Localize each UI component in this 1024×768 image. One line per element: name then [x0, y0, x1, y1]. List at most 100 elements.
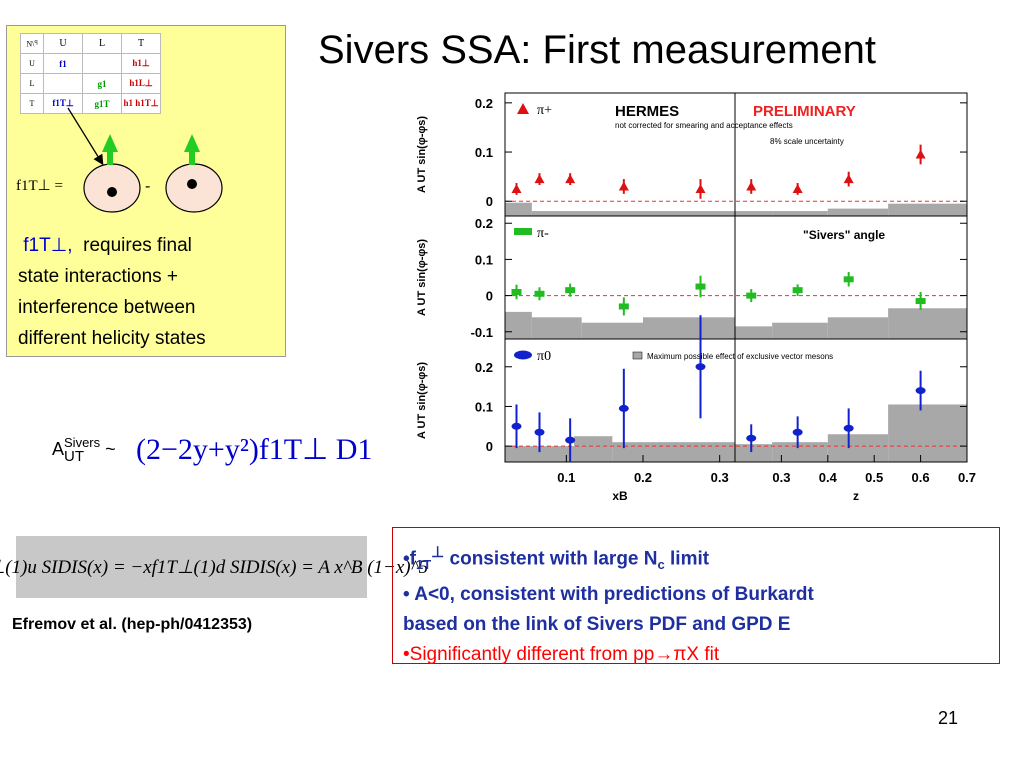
note-line-1: •f1T⊥ consistent with large Nc limit	[403, 538, 989, 580]
minus-sign: -	[145, 178, 151, 195]
legend-marker-icon	[514, 228, 532, 235]
data-point	[534, 428, 545, 436]
x-tick-label: 0.5	[865, 470, 883, 485]
systematic-band	[772, 211, 828, 216]
legend-series-name: π-	[537, 226, 549, 241]
a-symbol: A	[52, 438, 65, 459]
data-point	[915, 387, 926, 395]
page-number: 21	[938, 708, 959, 728]
quark-dot-icon	[187, 179, 197, 189]
distribution-table: N\q U L T U f1 h1⊥ L g1 h1L⊥ T f1T⊥ g1T …	[20, 33, 161, 114]
data-point	[746, 292, 757, 299]
data-point	[746, 434, 757, 442]
chart-vm-note: Maximum possible effect of exclusive vec…	[647, 352, 833, 361]
data-point	[843, 174, 854, 184]
chart-header-left: HERMES	[615, 103, 679, 120]
data-point	[843, 276, 854, 283]
tilde: ~	[105, 438, 116, 459]
efremov-citation: Efremov et al. (hep-ph/0412353)	[12, 616, 253, 633]
systematic-band	[735, 326, 773, 339]
systematic-band	[827, 208, 889, 216]
x-tick-label: 0.4	[819, 470, 838, 485]
y-tick-label: 0	[486, 439, 493, 454]
panel-frame-right	[734, 338, 968, 463]
data-point	[618, 404, 629, 412]
x-axis-label-left: xB	[612, 489, 628, 503]
systematic-band	[735, 211, 773, 216]
note-text: requires final	[83, 235, 192, 256]
data-point	[792, 183, 803, 193]
data-point	[511, 183, 522, 193]
note-line-2: • A<0, consistent with predictions of Bu…	[403, 584, 814, 606]
helicity-note: f1T⊥, requires final state interactions …	[18, 230, 283, 354]
spin-arrow-icon	[107, 150, 113, 165]
spin-arrow-head-icon	[102, 134, 118, 152]
slide-title: Sivers SSA: First measurement	[318, 28, 876, 72]
sub-c: c	[657, 557, 665, 573]
y-tick-label: 0.2	[475, 216, 493, 231]
note-line: f1T⊥, requires final	[18, 230, 283, 261]
corner-q: q	[34, 38, 38, 46]
sub-1t: 1T	[415, 557, 432, 573]
x-tick-label: 0.6	[912, 470, 930, 485]
systematic-band	[827, 317, 889, 339]
y-tick-label: 0.2	[475, 360, 493, 375]
data-point	[695, 363, 706, 371]
chart-angle-note: "Sivers" angle	[803, 228, 885, 242]
data-point	[695, 283, 706, 290]
note-text: consistent with large N	[449, 548, 658, 570]
data-point	[511, 422, 522, 430]
y-axis-label: A UT sin(φ-φs)	[416, 239, 428, 316]
systematic-band	[531, 317, 582, 339]
systematic-band	[643, 317, 735, 339]
data-point	[792, 287, 803, 294]
note-line-4: •Significantly different from pp→πX fit	[403, 644, 720, 666]
y-tick-label: 0.2	[475, 96, 493, 111]
conclusions-box: •f1T⊥ consistent with large Nc limit • A…	[392, 527, 1000, 665]
data-point	[565, 436, 576, 444]
x-tick-label: 0.7	[958, 470, 976, 485]
systematic-band	[888, 203, 967, 216]
y-tick-label: 0.1	[475, 399, 493, 414]
x-tick-label: 0.3	[711, 470, 729, 485]
nucleon-diagram	[67, 107, 223, 213]
systematic-band	[772, 322, 828, 339]
systematic-band	[827, 434, 889, 462]
data-point	[915, 298, 926, 305]
y-tick-label: 0.1	[475, 145, 493, 160]
y-tick-label: 0	[486, 194, 493, 209]
table-corner: N\q	[20, 33, 44, 54]
vm-legend-icon	[632, 351, 643, 360]
asymmetry-formula: (2−2y+y²)f1T⊥ D1	[136, 433, 373, 466]
note-line: different helicity states	[18, 328, 206, 349]
legend-series-name: π+	[537, 103, 552, 118]
asymmetry-label: A Sivers UT ~	[52, 435, 116, 465]
table-cell: h1 h1T⊥	[121, 93, 161, 114]
x-axis-label-right: z	[853, 489, 859, 503]
data-point	[843, 424, 854, 432]
f1t-symbol: f1T⊥,	[23, 235, 73, 256]
sivers-superscript: Sivers	[64, 435, 101, 450]
systematic-band	[581, 322, 643, 339]
data-point	[746, 181, 757, 191]
legend-marker-icon	[517, 103, 529, 114]
efremov-formula: xf1T⊥(1)u SIDIS(x) = −xf1T⊥(1)d SIDIS(x)…	[0, 536, 428, 598]
systematic-band	[505, 202, 532, 216]
data-point	[618, 181, 629, 191]
quark-dot-icon	[107, 187, 117, 197]
corner-n: N	[26, 39, 33, 49]
legend-marker-icon	[514, 350, 532, 360]
spin-arrow-head-icon	[184, 134, 200, 152]
systematic-band	[888, 404, 967, 462]
y-tick-label: 0	[486, 289, 493, 304]
systematic-band	[574, 436, 613, 462]
spin-arrow-icon	[189, 150, 195, 165]
ut-subscript: UT	[64, 448, 85, 465]
y-tick-label: 0.1	[475, 252, 493, 267]
systematic-band	[505, 311, 532, 339]
f1t-label: f1T⊥ =	[16, 178, 63, 194]
systematic-band	[735, 444, 773, 462]
systematic-band	[612, 442, 735, 462]
systematic-band	[888, 308, 967, 339]
data-point	[618, 303, 629, 310]
